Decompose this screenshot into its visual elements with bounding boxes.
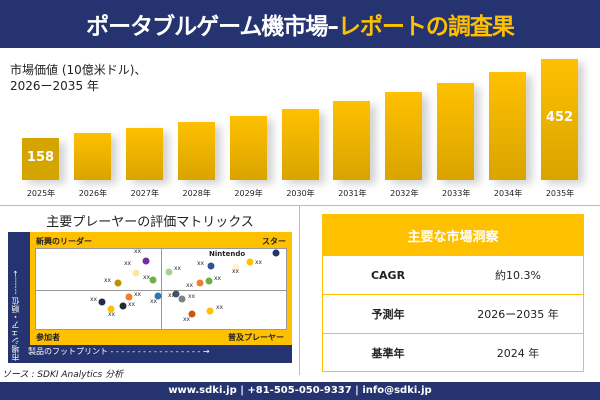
player-label: xx [183,316,191,323]
insight-value: 2024 年 [496,347,540,360]
bar-2035年 [541,58,578,180]
insight-key: CAGR [370,268,406,282]
player-dot [107,305,115,313]
player-label: xx [197,260,205,267]
player-dot [232,263,240,271]
insights-panel: 主要な市場洞察 CAGR 約10.3% 予測年 2026ー2035 年 基準年 202… [322,214,584,372]
insight-row: 予測年 2026ー2035 年 [323,294,583,333]
player-dot [165,268,173,276]
quadrant-label-emerging: 新興のリーダー [36,237,92,246]
x-tick-label: 2030年 [286,189,315,198]
bar-2030年 [281,108,319,180]
insight-key: 予測年 [371,308,405,321]
page-title: ポータブルゲーム機市場– レポートの調査果 [0,0,600,48]
player-label: xx [214,275,222,282]
vertical-divider [161,249,162,329]
x-tick-label: 2027年 [130,189,159,198]
x-tick-label: 2034年 [493,189,523,198]
insight-key: 基準年 [371,347,405,360]
chart-title-line1: 市場価値 (10億米ドル)、 [10,63,147,77]
data-label: 452 [545,110,574,125]
player-dot [154,292,162,300]
data-label: 158 [26,150,55,165]
bar-2034年 [489,71,527,180]
chart-title-line2: 2026ー2035 年 [10,79,99,93]
player-label: xx [216,304,224,311]
player-label: xx [188,293,196,300]
insight-row: CAGR 約10.3% [323,255,583,294]
bar-2031年 [333,100,371,180]
bar-2026年 [73,132,111,180]
quadrant-label-pervasive: 普及プレーヤー [228,333,284,342]
nintendo-label: Nintendo [209,250,246,258]
x-tick-label: 2028年 [182,189,211,198]
y-axis-label: 市場シェア・順位 ------→ [11,270,20,361]
player-label: xx [104,277,112,284]
x-tick-label: 2033年 [442,189,471,198]
player-label: xx [174,265,182,272]
player-dot [172,290,180,298]
player-dot [272,249,280,257]
player-dot [188,310,196,318]
x-tick-label: 2025年 [26,189,56,198]
player-dot [246,258,254,266]
player-label: xx [150,298,158,305]
matrix-title: 主要プレーヤーの評価マトリックス [46,215,254,230]
x-tick-label: 2032年 [390,189,419,198]
player-dot [114,279,122,287]
quadrant-label-participant: 参加者 [36,333,60,342]
x-tick-label: 2029年 [234,189,263,198]
player-dot [196,279,204,287]
player-label: xx [143,274,151,281]
player-label: xx [124,260,132,267]
player-dot [119,302,127,310]
bar-2028年 [177,122,215,180]
quadrant-label-star: スター [262,237,286,246]
bar-2027年 [125,127,163,180]
player-label: xx [134,248,142,255]
bar-2025年 [22,137,59,180]
player-dot [125,293,133,301]
insights-title: 主要な市場洞察 [323,215,583,255]
x-tick-label: 2031年 [338,189,367,198]
player-dot [98,298,106,306]
bar-chart: 2025年 158 2026年 2027年 2028年 2029年 2030年 2031年 20… [0,50,600,200]
player-dot [178,295,186,303]
footer-contact: www.sdki.jp | +81-505-050-9337 | info@sd… [0,382,600,400]
insight-value: 2026ー2035 年 [477,308,559,321]
divider [0,205,600,206]
bar-2033年 [437,82,475,180]
player-label: xx [168,292,176,299]
title-accent: レポートの調査果 [337,14,515,40]
matrix-plot: Nintendo xx xx xx xx xx xx xx xx xx xx xx xx xx xx xx x… [35,248,287,330]
player-label: xx [108,311,116,318]
chart-title: 市場価値 (10億米ドル)、 2026ー2035 年 [10,62,146,94]
x-axis-label: 製品のフットプリント - - - - - - - - - - - - - - -… [28,347,210,356]
bar-2029年 [229,115,267,180]
player-label: xx [134,291,142,298]
divider [299,205,300,375]
player-label: xx [90,296,98,303]
player-label: xx [232,268,240,275]
title-main: ポータブルゲーム機市場– [86,14,339,40]
player-label: xx [255,259,263,266]
player-dot [207,262,215,270]
player-label: xx [186,282,194,289]
x-tick-label: 2026年 [78,189,108,198]
x-tick-label: 2035年 [545,189,575,198]
source-note: ソース : SDKI Analytics 分析 [2,370,124,380]
horizontal-divider [36,290,286,291]
player-dot [132,269,140,277]
player-dot [142,257,150,265]
player-dot [149,276,157,284]
insight-value: 約10.3% [495,269,541,282]
bar-2032年 [385,91,423,180]
player-dot [205,277,213,285]
insight-row: 基準年 2024 年 [323,333,583,372]
player-label: xx [128,301,136,308]
player-dot [206,307,214,315]
